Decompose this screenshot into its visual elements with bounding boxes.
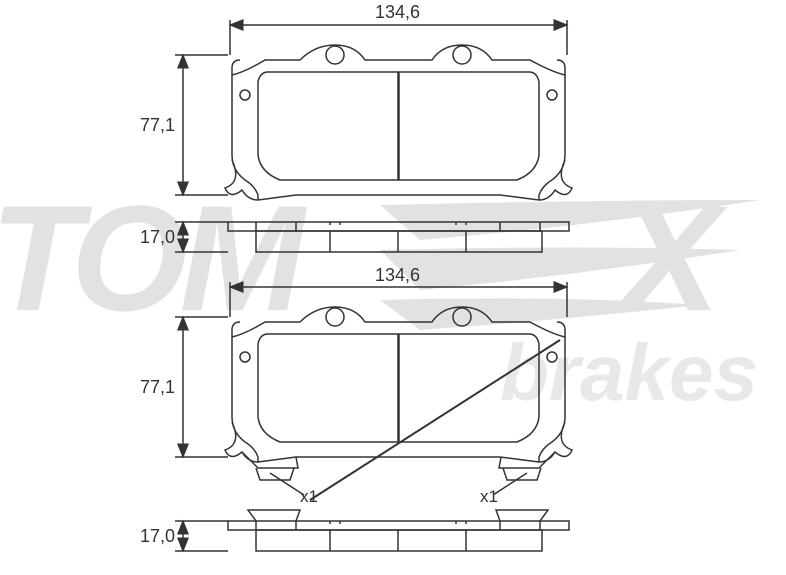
- clip-left: [242, 452, 304, 495]
- clip-right: [493, 452, 555, 495]
- dim-thick-bottom: 17,0: [140, 526, 175, 547]
- clip-qty-right: x1: [480, 487, 498, 507]
- pad-bottom-front-view: [175, 282, 572, 500]
- technical-drawing: [0, 0, 786, 575]
- pad-top-front-view: [175, 20, 572, 200]
- dim-height-bottom: 77,1: [140, 377, 175, 398]
- diagram-canvas: TOM X brakes: [0, 0, 786, 575]
- pad-bottom-side-view: [175, 510, 569, 551]
- dim-thick-top: 17,0: [140, 227, 175, 248]
- dim-height-top: 77,1: [140, 115, 175, 136]
- dim-width-top: 134,6: [375, 2, 420, 23]
- dim-width-bottom: 134,6: [375, 265, 420, 286]
- clip-qty-left: x1: [300, 487, 318, 507]
- pad-top-side-view: [175, 222, 569, 252]
